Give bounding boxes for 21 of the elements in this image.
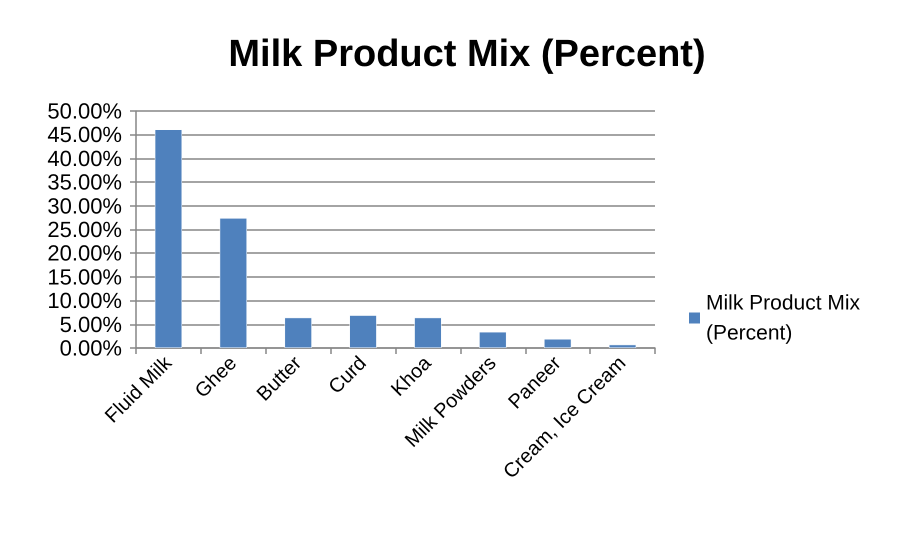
y-tick-label: 40.00% [47,146,122,171]
y-tick-label: 45.00% [47,122,122,148]
y-tick-label: 10.00% [47,288,122,314]
y-tick-label: 5.00% [60,312,122,337]
y-tick-label: 20.00% [47,240,122,266]
bar [479,332,506,348]
legend-label: Milk Product Mix (Percent) [706,292,866,344]
bar [284,318,312,348]
bar [154,129,182,348]
y-tick-label: 25.00% [47,217,122,242]
y-tick-label: 0.00% [60,336,122,360]
y-tick-label: 50.00% [47,98,122,124]
y-tick-label: 15.00% [47,264,122,290]
bar [608,344,636,348]
bar [414,318,442,348]
y-tick-label: 30.00% [47,193,122,218]
bar [220,218,247,348]
bar [349,315,377,348]
bar [544,338,572,348]
chart-title: Milk Product Mix (Percent) [228,33,706,75]
y-tick-label: 35.00% [47,170,122,195]
